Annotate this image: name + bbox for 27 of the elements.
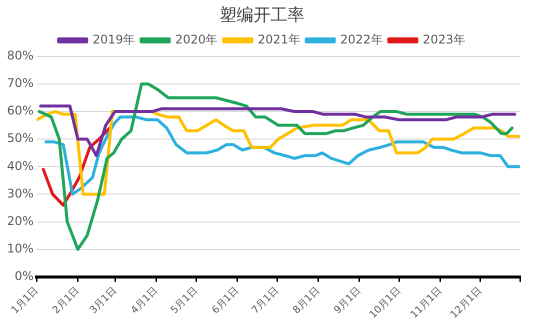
- legend-label: 2021年: [258, 32, 300, 47]
- x-tick-label: 12月1日: [448, 285, 484, 321]
- x-tick-label: 1月1日: [10, 285, 41, 316]
- x-tick-label: 10月1日: [368, 285, 404, 321]
- x-tick-label: 2月1日: [50, 285, 82, 316]
- y-tick-label: 50%: [7, 131, 34, 146]
- chart-title: 塑编开工率: [220, 6, 304, 26]
- x-tick-label: 9月1日: [332, 285, 364, 316]
- y-tick-label: 40%: [7, 158, 34, 173]
- y-tick-label: 10%: [7, 241, 34, 256]
- x-tick-label: 11月1日: [408, 285, 444, 321]
- x-tick-label: 6月1日: [210, 285, 242, 316]
- legend-label: 2020年: [175, 32, 218, 47]
- x-tick-label: 4月1日: [129, 285, 160, 316]
- y-tick-label: 0%: [14, 269, 34, 283]
- legend-label: 2023年: [422, 32, 466, 47]
- x-tick-label: 8月1日: [291, 285, 322, 316]
- legend-label: 2019年: [92, 32, 136, 47]
- legend-label: 2022年: [340, 32, 383, 47]
- y-tick-label: 70%: [7, 76, 34, 90]
- y-tick-label: 60%: [7, 104, 34, 118]
- y-tick-label: 20%: [7, 214, 34, 228]
- y-tick-label: 80%: [7, 48, 34, 63]
- x-tick-label: 7月1日: [250, 285, 281, 316]
- x-tick-label: 5月1日: [169, 285, 200, 316]
- x-tick-label: 3月1日: [88, 285, 119, 316]
- y-tick-label: 30%: [7, 186, 34, 200]
